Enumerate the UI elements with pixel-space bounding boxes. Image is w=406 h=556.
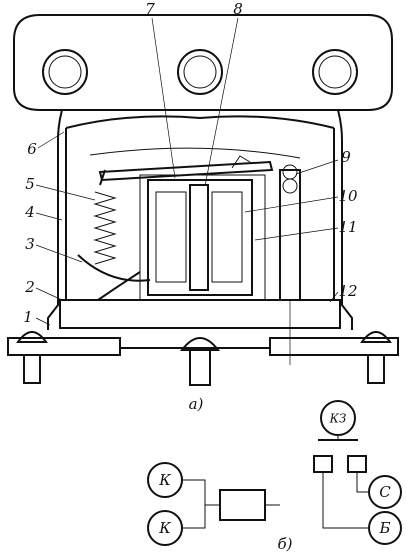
callout: 5 <box>25 175 35 193</box>
terminal-label: К <box>158 471 171 489</box>
terminal-label: К <box>158 519 171 537</box>
callout: 8 <box>233 0 243 18</box>
callouts: 1 2 3 4 5 6 7 8 9 10 11 12 а) <box>23 0 358 413</box>
schematic: К К КЗ С Б б) <box>147 400 402 553</box>
callout: 12 <box>338 282 357 300</box>
caption: а) <box>189 395 204 413</box>
callout: 3 <box>25 235 35 253</box>
callout: 2 <box>24 278 35 296</box>
callout: 6 <box>27 140 37 158</box>
callout: 10 <box>338 187 358 205</box>
terminal-label: С <box>379 483 391 501</box>
callout: 1 <box>23 308 33 326</box>
caption: б) <box>277 535 292 553</box>
callout: 9 <box>341 148 351 166</box>
terminal-label: КЗ <box>329 412 347 426</box>
relay-body <box>7 14 399 386</box>
callout: 4 <box>24 203 35 221</box>
callout: 11 <box>338 218 357 236</box>
callout: 7 <box>145 0 155 18</box>
leader-lines <box>35 17 339 326</box>
terminal-label: Б <box>378 519 390 537</box>
